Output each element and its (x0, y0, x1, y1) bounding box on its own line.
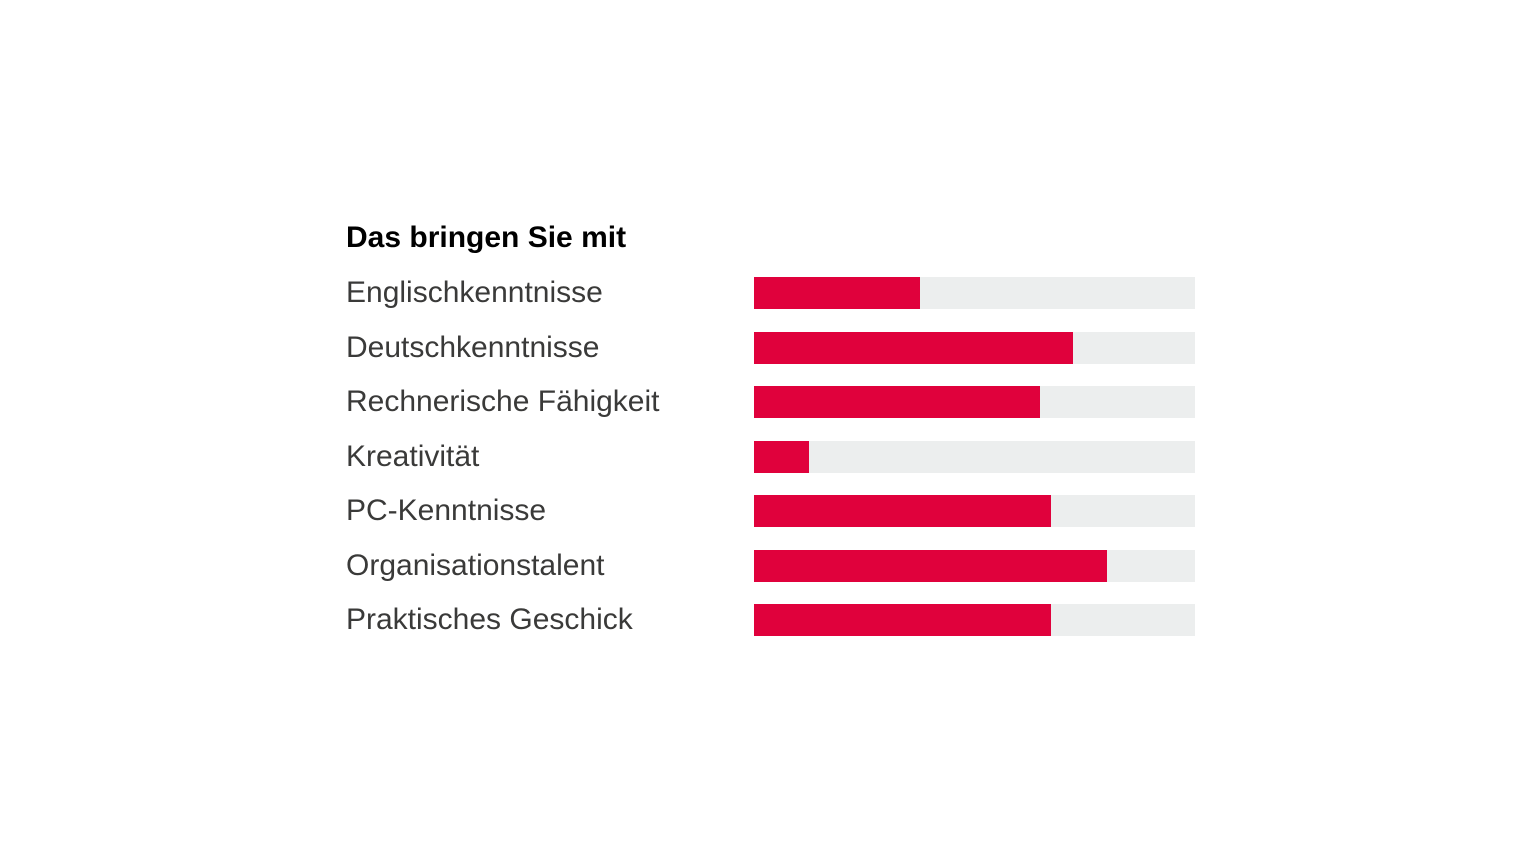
bar-fill (754, 277, 920, 309)
skill-rows: Englischkenntnisse Deutschkenntnisse Rechn… (346, 277, 1198, 636)
skill-row: Deutschkenntnisse (346, 330, 1198, 364)
skill-row: Organisationstalent (346, 548, 1198, 582)
skill-label: Organisationstalent (346, 548, 605, 582)
bar-track (754, 277, 1195, 309)
chart-title: Das bringen Sie mit (346, 221, 627, 254)
skill-row: Englischkenntnisse (346, 277, 1198, 309)
bar-track (754, 331, 1195, 364)
bar-fill (754, 549, 1107, 582)
bar-fill (754, 331, 1073, 364)
skill-label: Praktisches Geschick (346, 603, 633, 636)
bar-track (754, 386, 1195, 418)
bar-fill (754, 440, 810, 473)
bar-track (754, 604, 1195, 636)
bar-track (754, 495, 1195, 527)
skill-row: Kreativität (346, 439, 1198, 473)
skill-label: PC-Kenntnisse (346, 494, 547, 527)
skill-row: Praktisches Geschick (346, 604, 1198, 636)
bar-fill (754, 604, 1051, 636)
skill-row: Rechnerische Fähigkeit (346, 386, 1198, 418)
bar-fill (754, 495, 1051, 527)
skills-bar-chart: Das bringen Sie mit Englischkenntnisse De… (346, 220, 1198, 636)
skill-label: Deutschkenntnisse (346, 330, 600, 364)
skill-row: PC-Kenntnisse (346, 495, 1198, 527)
skill-label: Englischkenntnisse (346, 276, 603, 309)
bar-track (754, 440, 1195, 473)
skill-label: Kreativität (346, 439, 480, 473)
bar-fill (754, 386, 1041, 418)
bar-track (754, 549, 1195, 582)
skill-label: Rechnerische Fähigkeit (346, 385, 660, 418)
